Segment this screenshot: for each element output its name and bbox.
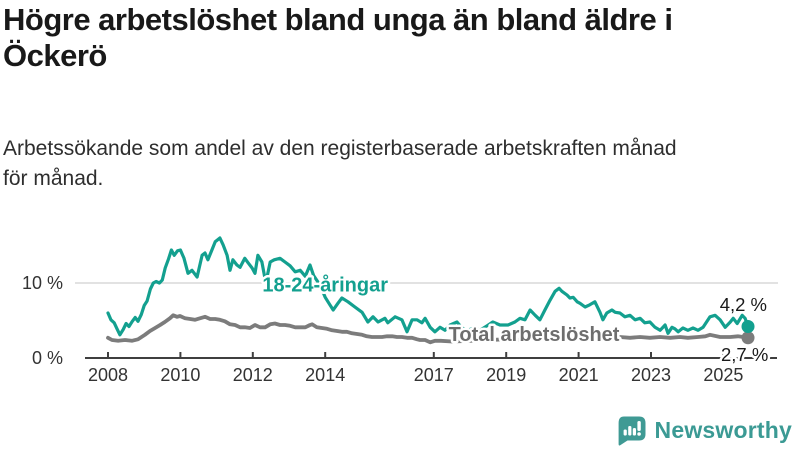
series-end-dot bbox=[741, 331, 755, 345]
x-tick-label: 2025 bbox=[703, 365, 743, 385]
x-tick-label: 2014 bbox=[305, 365, 345, 385]
series-line-total bbox=[106, 313, 750, 345]
x-tick-label: 2010 bbox=[160, 365, 200, 385]
end-value-label: 4,2 % bbox=[720, 294, 767, 315]
newsworthy-wordmark: Newsworthy bbox=[654, 416, 792, 443]
series-line-youth bbox=[106, 236, 750, 337]
x-tick-label: 2023 bbox=[631, 365, 671, 385]
x-tick-label: 2008 bbox=[88, 365, 128, 385]
newsworthy-logo-icon bbox=[618, 416, 646, 446]
chart-title: Högre arbetslöshet bland unga än bland ä… bbox=[3, 2, 673, 73]
series-end-dot bbox=[741, 320, 755, 333]
y-tick-label: 0 % bbox=[32, 348, 63, 368]
x-tick-label: 2019 bbox=[486, 365, 526, 385]
chart-subtitle: Arbetssökande som andel av den registerb… bbox=[3, 137, 677, 190]
series-annotation: 18-24-åringar bbox=[262, 273, 388, 296]
end-value-label: 2,7 % bbox=[721, 344, 768, 365]
x-tick-label: 2021 bbox=[559, 365, 599, 385]
series-annotation: Total arbetslöshet bbox=[449, 324, 620, 346]
x-tick-label: 2012 bbox=[233, 365, 273, 385]
x-tick-label: 2017 bbox=[414, 365, 454, 385]
newsworthy-logo[interactable]: Newsworthy bbox=[616, 414, 792, 446]
y-tick-label: 10 % bbox=[22, 273, 63, 293]
